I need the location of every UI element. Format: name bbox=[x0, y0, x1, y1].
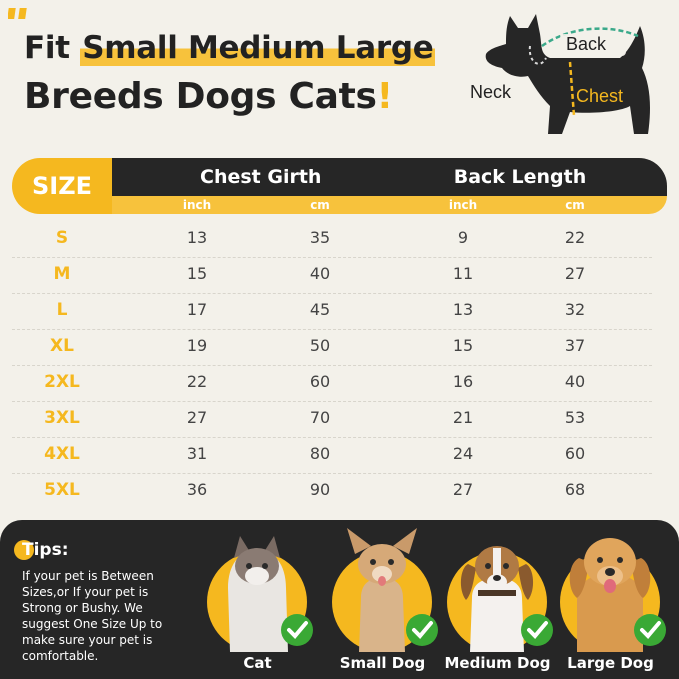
chest-arrow bbox=[568, 61, 576, 117]
dog-measurement-diagram: Back Neck Chest bbox=[470, 14, 650, 134]
table-row: M 15 40 11 27 bbox=[12, 258, 652, 294]
chest-inch-cell: 31 bbox=[186, 444, 208, 463]
check-icon bbox=[281, 614, 313, 646]
size-table-body: S 13 35 9 22 M 15 40 11 27 L 17 45 13 32… bbox=[12, 222, 652, 510]
chest-inch-cell: 15 bbox=[186, 264, 208, 283]
headline-exclamation: ! bbox=[376, 76, 393, 117]
chest-inch-cell: 17 bbox=[186, 300, 208, 319]
chest-label: Chest bbox=[576, 86, 623, 106]
size-cell: 2XL bbox=[44, 372, 80, 392]
pet-label-large-dog: Large Dog bbox=[567, 654, 654, 672]
back-inch-cell: 16 bbox=[452, 372, 474, 391]
small-dog-photo bbox=[332, 528, 438, 652]
table-row: S 13 35 9 22 bbox=[12, 222, 652, 258]
quote-mark-icon bbox=[8, 8, 27, 19]
tips-dot-icon bbox=[14, 540, 34, 560]
back-label: Back bbox=[566, 34, 607, 54]
back-inch-cell: 27 bbox=[452, 480, 474, 499]
back-cm-cell: 40 bbox=[564, 372, 586, 391]
cat-photo bbox=[207, 536, 313, 652]
chest-cm-cell: 50 bbox=[309, 336, 331, 355]
headline-line-2: Breeds Dogs Cats! bbox=[24, 76, 393, 117]
pet-label-medium-dog: Medium Dog bbox=[444, 654, 551, 672]
size-cell: 4XL bbox=[44, 444, 80, 464]
back-cm-cell: 53 bbox=[564, 408, 586, 427]
chest-cm-cell: 35 bbox=[309, 228, 331, 247]
chest-girth-header: Chest Girth bbox=[200, 166, 322, 188]
back-cm-cell: 68 bbox=[564, 480, 586, 499]
chest-cm-cell: 40 bbox=[309, 264, 331, 283]
back-length-header: Back Length bbox=[453, 166, 587, 188]
back-inch-cell: 21 bbox=[452, 408, 474, 427]
size-cell: XL bbox=[50, 336, 74, 356]
headline-prefix: Fit bbox=[24, 30, 81, 66]
table-row: 3XL 27 70 21 53 bbox=[12, 402, 652, 438]
back-inch-cell: 9 bbox=[457, 228, 469, 247]
back-cm-cell: 37 bbox=[564, 336, 586, 355]
back-inch-cell: 15 bbox=[452, 336, 474, 355]
size-cell: M bbox=[53, 264, 71, 284]
chest-cm-cell: 70 bbox=[309, 408, 331, 427]
table-row: 2XL 22 60 16 40 bbox=[12, 366, 652, 402]
chest-cm-cell: 45 bbox=[309, 300, 331, 319]
chest-inch-cell: 36 bbox=[186, 480, 208, 499]
neck-label: Neck bbox=[470, 82, 512, 102]
pet-label-small-dog: Small Dog bbox=[339, 654, 426, 672]
check-icon bbox=[521, 614, 553, 646]
medium-dog-photo bbox=[447, 546, 553, 652]
table-row: 5XL 36 90 27 68 bbox=[12, 474, 652, 510]
chest-inch-cell: 13 bbox=[186, 228, 208, 247]
back-cm-cell: 22 bbox=[564, 228, 586, 247]
table-unit-bar bbox=[112, 196, 667, 214]
dog-silhouette-icon bbox=[485, 14, 650, 134]
back-cm-unit: cm bbox=[565, 198, 585, 212]
back-arrow bbox=[541, 27, 639, 48]
table-row: 4XL 31 80 24 60 bbox=[12, 438, 652, 474]
back-cm-cell: 27 bbox=[564, 264, 586, 283]
chest-inch-cell: 19 bbox=[186, 336, 208, 355]
pet-label-cat: Cat bbox=[243, 654, 272, 672]
back-inch-cell: 11 bbox=[452, 264, 474, 283]
chest-inch-cell: 27 bbox=[186, 408, 208, 427]
size-cell: L bbox=[56, 300, 68, 320]
chest-cm-unit: cm bbox=[310, 198, 330, 212]
back-inch-unit: inch bbox=[448, 198, 478, 212]
tips-title: Tips: bbox=[22, 540, 69, 560]
chest-cm-cell: 60 bbox=[309, 372, 331, 391]
headline-line-1: Fit Small Medium Large bbox=[24, 30, 436, 66]
back-cm-cell: 32 bbox=[564, 300, 586, 319]
size-header: SIZE bbox=[12, 158, 112, 214]
check-icon bbox=[634, 614, 666, 646]
size-cell: 3XL bbox=[44, 408, 80, 428]
size-cell: S bbox=[55, 228, 69, 248]
check-icon bbox=[406, 614, 438, 646]
headline-highlight: Small Medium Large bbox=[80, 30, 436, 66]
table-row: L 17 45 13 32 bbox=[12, 294, 652, 330]
chest-cm-cell: 90 bbox=[309, 480, 331, 499]
table-header-bar bbox=[112, 158, 667, 196]
table-row: XL 19 50 15 37 bbox=[12, 330, 652, 366]
chest-inch-unit: inch bbox=[182, 198, 212, 212]
back-inch-cell: 24 bbox=[452, 444, 474, 463]
chest-cm-cell: 80 bbox=[309, 444, 331, 463]
size-cell: 5XL bbox=[44, 480, 80, 500]
large-dog-photo bbox=[560, 538, 666, 652]
headline-main: Breeds Dogs Cats bbox=[24, 76, 377, 117]
back-cm-cell: 60 bbox=[564, 444, 586, 463]
chest-inch-cell: 22 bbox=[186, 372, 208, 391]
tips-text: If your pet is Between Sizes,or If your … bbox=[22, 569, 163, 663]
back-inch-cell: 13 bbox=[452, 300, 474, 319]
